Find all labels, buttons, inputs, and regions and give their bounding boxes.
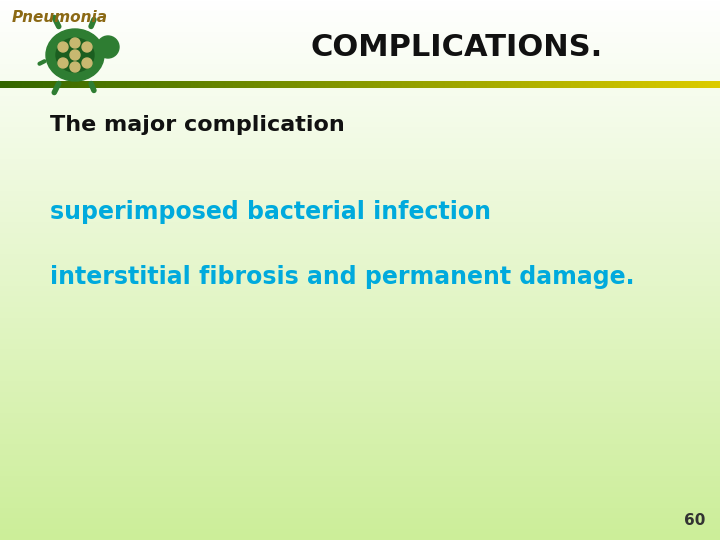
Circle shape [70,62,80,72]
Circle shape [58,42,68,52]
Text: The major complication: The major complication [50,115,345,135]
Text: COMPLICATIONS.: COMPLICATIONS. [310,33,602,63]
Circle shape [97,36,119,58]
Ellipse shape [46,29,104,81]
Text: interstitial fibrosis and permanent damage.: interstitial fibrosis and permanent dama… [50,265,634,289]
Text: 60: 60 [683,513,705,528]
Circle shape [82,58,92,68]
Circle shape [70,50,80,60]
Text: Pneumonia: Pneumonia [12,10,108,25]
Circle shape [58,58,68,68]
Text: superimposed bacterial infection: superimposed bacterial infection [50,200,491,224]
Ellipse shape [56,38,94,72]
Circle shape [70,38,80,48]
Circle shape [82,42,92,52]
